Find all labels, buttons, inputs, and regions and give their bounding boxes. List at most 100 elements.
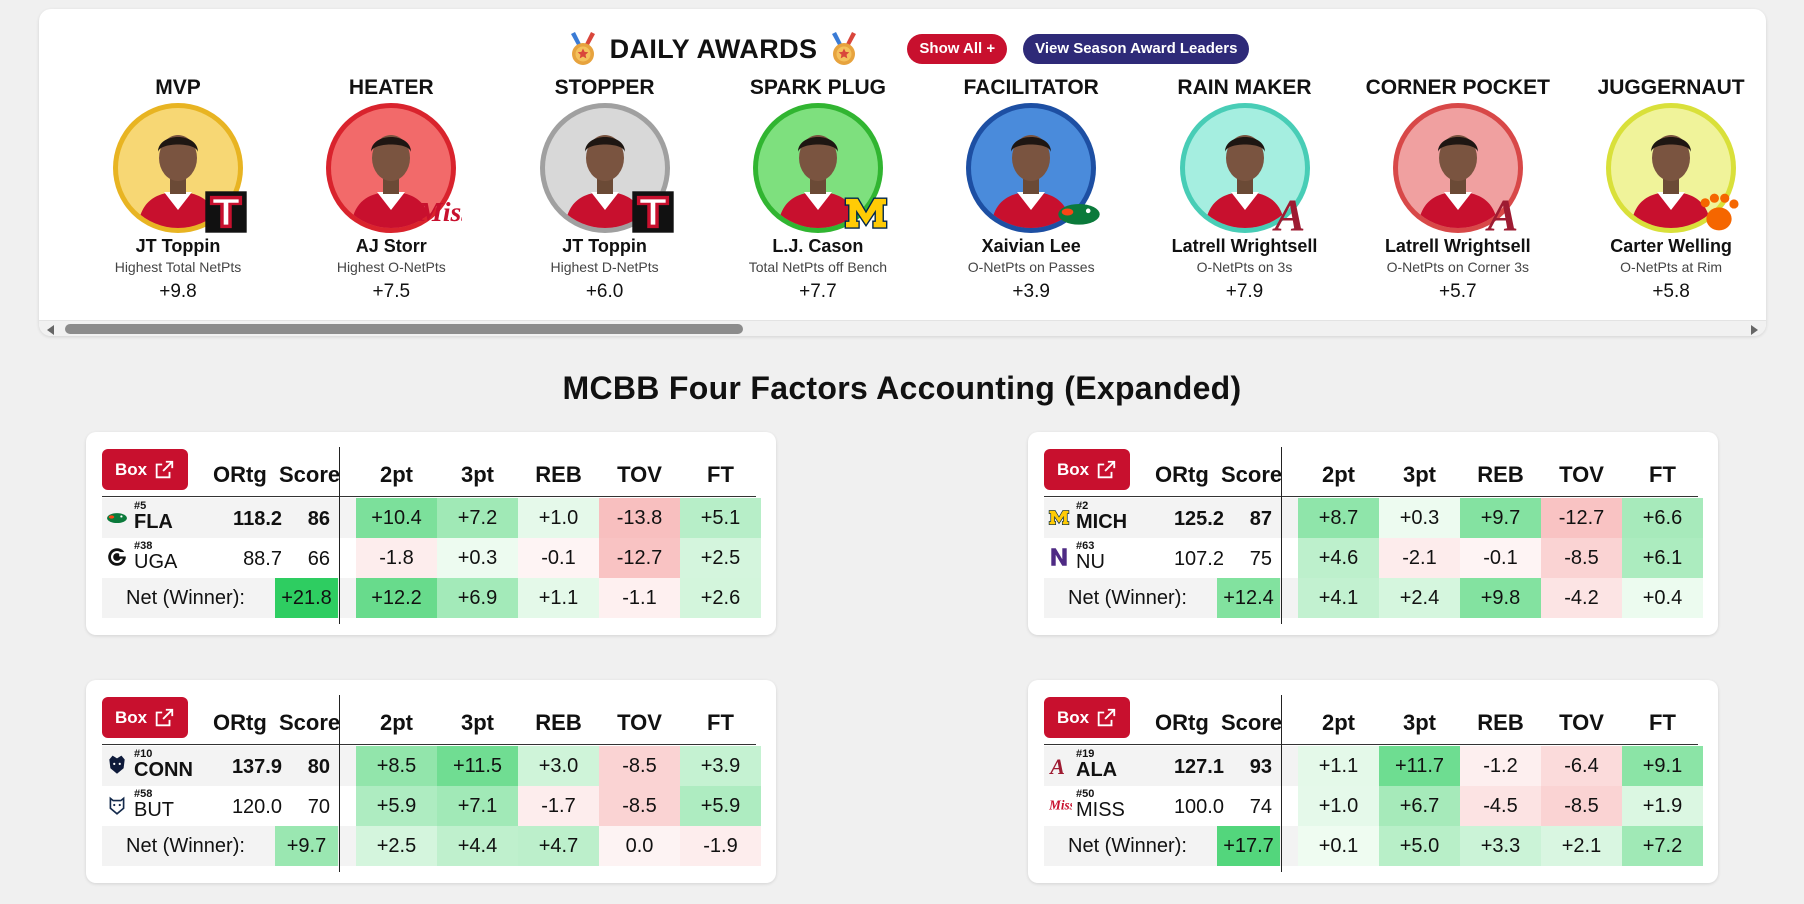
player-headshot <box>777 135 858 228</box>
team-logo <box>1046 547 1072 567</box>
award-photo <box>539 103 674 233</box>
factor-cell: -8.5 <box>1541 786 1622 826</box>
box-score-button[interactable]: Box <box>1044 449 1130 490</box>
daily-awards-title: DAILY AWARDS <box>609 33 818 64</box>
award-card[interactable]: JUGGERNAUT Carter Welling O-NetPts at Rim +… <box>1576 75 1766 305</box>
column-divider <box>1281 695 1282 872</box>
header-factor: REB <box>535 710 582 735</box>
award-player-name[interactable]: AJ Storr <box>355 236 427 256</box>
factor-cell: +4.6 <box>1298 538 1379 578</box>
award-card[interactable]: HEATER Miss AJ Storr Highest O-NetPts +7.5 <box>296 75 486 305</box>
team-name[interactable]: FLA <box>134 511 173 533</box>
award-value: +7.9 <box>1225 281 1264 302</box>
net-row: Net (Winner): +21.8 +12.2 +6.9 +1.1 -1.1 +2.6 <box>102 578 761 618</box>
scroll-left-arrow-icon[interactable] <box>47 325 54 335</box>
award-description: O-NetPts at Rim <box>1620 259 1723 275</box>
header-factor: 2pt <box>380 462 413 487</box>
net-factor-cell: +2.6 <box>680 578 761 618</box>
header-score: Score <box>279 462 341 487</box>
award-player-name[interactable]: JT Toppin <box>135 236 221 256</box>
box-score-button[interactable]: Box <box>102 449 188 490</box>
awards-carousel[interactable]: MVP JT Toppin Highest Total NetPts +9.8 HEAT… <box>83 75 1766 323</box>
team-ortg: 137.9 <box>231 756 282 778</box>
player-headshot <box>991 135 1072 228</box>
award-player-name[interactable]: Xaivian Lee <box>981 236 1081 256</box>
ole-miss-logo: Miss <box>1048 797 1072 812</box>
texas-tech-logo <box>631 191 674 233</box>
team-name[interactable]: BUT <box>134 799 174 821</box>
box-label: Box <box>114 707 148 727</box>
player-headshot <box>351 135 432 228</box>
team-ortg: 120.0 <box>231 796 282 818</box>
header-ortg: ORtg <box>213 462 267 487</box>
award-card[interactable]: MVP JT Toppin Highest Total NetPts +9.8 <box>83 75 273 305</box>
award-card[interactable]: CORNER POCKET A Latrell Wrightsell O-NetPts… <box>1363 75 1553 305</box>
team-name[interactable]: UGA <box>134 551 178 573</box>
award-title: CORNER POCKET <box>1365 76 1550 99</box>
award-photo: Miss <box>326 103 472 233</box>
player-headshot <box>1631 135 1712 228</box>
award-card[interactable]: RAIN MAKER A Latrell Wrightsell O-NetPts on… <box>1150 75 1340 305</box>
header-ortg: ORtg <box>1155 462 1209 487</box>
award-description: O-NetPts on Passes <box>967 259 1095 275</box>
factor-cell: +6.6 <box>1622 498 1703 538</box>
award-value: +9.8 <box>159 281 197 302</box>
factor-cell: -13.8 <box>599 498 680 538</box>
team-score: 93 <box>1249 756 1272 778</box>
michigan-logo <box>844 197 888 229</box>
alabama-logo: A <box>1484 189 1518 240</box>
net-factor-cell: +2.5 <box>356 826 437 866</box>
award-player-name[interactable]: Latrell Wrightsell <box>1384 236 1531 256</box>
award-description: Highest O-NetPts <box>336 259 446 275</box>
game-card: Box ORtg Score 2pt 3pt REB TOV FT #2 MICH 125.2 87 +… <box>1028 432 1718 635</box>
net-winner-label: Net (Winner): <box>1068 587 1187 609</box>
ole-miss-logo: Miss <box>418 196 473 227</box>
team-name[interactable]: MICH <box>1076 511 1128 533</box>
team-name[interactable]: MISS <box>1076 799 1125 821</box>
team-name[interactable]: CONN <box>134 759 193 781</box>
factor-cell: -2.1 <box>1379 538 1460 578</box>
factor-cell: +8.7 <box>1298 498 1379 538</box>
award-player-name[interactable]: JT Toppin <box>562 236 647 256</box>
net-factor-cell: +1.1 <box>518 578 599 618</box>
award-player-name[interactable]: Latrell Wrightsell <box>1171 236 1318 256</box>
awards-scrollbar[interactable] <box>39 320 1766 336</box>
award-card[interactable]: STOPPER JT Toppin Highest D-NetPts +6.0 <box>510 75 700 305</box>
player-headshot <box>138 135 218 228</box>
daily-awards-panel: DAILY AWARDS Show All + View Season Awar… <box>39 9 1766 336</box>
award-player-name[interactable]: L.J. Cason <box>772 236 864 256</box>
factor-cell: +2.5 <box>680 538 761 578</box>
net-factor-cell: +2.1 <box>1541 826 1622 866</box>
scroll-right-arrow-icon[interactable] <box>1751 325 1758 335</box>
award-value: +5.8 <box>1652 281 1690 302</box>
scrollbar-thumb[interactable] <box>65 324 743 334</box>
award-photo <box>1606 103 1739 233</box>
box-score-button[interactable]: Box <box>102 697 188 738</box>
show-all-button[interactable]: Show All + <box>907 34 1008 64</box>
net-row: Net (Winner): +12.4 +4.1 +2.4 +9.8 -4.2 +0.4 <box>1044 578 1703 618</box>
header-factor: TOV <box>617 462 662 487</box>
box-score-button[interactable]: Box <box>1044 697 1130 738</box>
net-factor-cell: +0.1 <box>1298 826 1379 866</box>
header-ortg: ORtg <box>213 710 267 735</box>
team-name[interactable]: ALA <box>1076 759 1118 781</box>
header-factor: TOV <box>1559 710 1604 735</box>
award-card[interactable]: FACILITATOR Xaivian Lee O-NetPts on Passes… <box>936 75 1126 305</box>
butler-logo <box>109 796 125 815</box>
svg-text:Miss: Miss <box>418 196 463 227</box>
team-rank: #38 <box>134 540 153 552</box>
team-score: 70 <box>307 796 330 818</box>
factor-cell: +3.9 <box>680 746 761 786</box>
factor-cell: +5.9 <box>356 786 437 826</box>
award-value: +5.7 <box>1439 281 1477 302</box>
factor-cell: +9.1 <box>1622 746 1703 786</box>
team-name[interactable]: NU <box>1076 551 1105 573</box>
net-factor-cell: +7.2 <box>1622 826 1703 866</box>
view-season-award-leaders-button[interactable]: View Season Award Leaders <box>1023 34 1250 64</box>
header-factor: 3pt <box>1403 710 1436 735</box>
svg-text:A: A <box>1271 189 1305 235</box>
award-title: SPARK PLUG <box>749 76 886 99</box>
award-card[interactable]: SPARK PLUG L.J. Cason Total NetPts off Ben… <box>723 75 913 305</box>
award-player-name[interactable]: Carter Welling <box>1610 236 1732 256</box>
factor-cell: +7.2 <box>437 498 518 538</box>
